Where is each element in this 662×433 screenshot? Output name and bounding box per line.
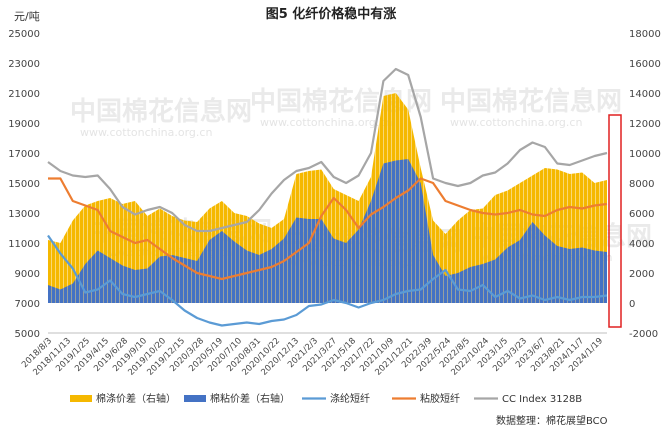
right-tick-label: 10000 — [629, 149, 661, 160]
watermark-url: www.cottonchina.org.cn — [450, 116, 582, 129]
left-tick-label: 13000 — [8, 209, 40, 220]
left-tick-label: 21000 — [8, 89, 40, 100]
right-tick-label: 2000 — [629, 269, 654, 280]
cotton-polyester-spread-area — [48, 93, 607, 303]
legend-viscose-staple: 粘胶短纤 — [392, 392, 460, 405]
chart-title: 图5 化纤价格稳中有涨 — [266, 6, 397, 22]
highlight-box — [608, 114, 622, 328]
right-tick-label: 16000 — [629, 59, 661, 70]
legend-label: 涤纶短纤 — [330, 392, 370, 405]
right-tick-label: 4000 — [629, 239, 654, 250]
watermark-url: www.cottonchina.org.cn — [260, 116, 392, 129]
legend-label: 粘胶短纤 — [420, 392, 460, 405]
left-tick-label: 25000 — [8, 29, 40, 40]
left-tick-label: 19000 — [8, 119, 40, 130]
watermark-url: www.cottonchina.org.cn — [80, 126, 212, 139]
legend-cc-index: CC Index 3128B — [474, 394, 582, 405]
left-tick-label: 17000 — [8, 149, 40, 160]
legend-cotton-viscose: 棉粘价差（右轴） — [184, 392, 290, 405]
left-tick-label: 7000 — [15, 299, 40, 310]
legend-swatch — [70, 395, 92, 402]
right-axis: -2000 0 2000 4000 6000 8000 10000 12000 14000 160… — [629, 29, 661, 340]
legend-cotton-polyester: 棉涤价差（右轴） — [70, 392, 176, 405]
watermark-text: 中国棉花信息网 — [70, 96, 252, 127]
right-tick-label: 6000 — [629, 209, 654, 220]
left-tick-label: 23000 — [8, 59, 40, 70]
source-note: 数据整理：棉花展望BCO — [496, 414, 608, 427]
polyester-staple-line — [47, 234, 608, 327]
legend-label: 棉涤价差（右轴） — [96, 392, 176, 405]
right-tick-label: -2000 — [629, 329, 658, 340]
left-tick-label: 5000 — [15, 329, 40, 340]
left-axis: 5000 7000 9000 11000 13000 15000 17000 19000 210… — [8, 29, 40, 340]
left-tick-label: 11000 — [8, 239, 40, 250]
left-axis-unit: 元/吨 — [14, 10, 40, 23]
viscose-staple-line — [48, 177, 608, 281]
legend: 棉涤价差（右轴） 棉粘价差（右轴） 涤纶短纤 粘胶短纤 CC Index 3128B — [70, 392, 582, 405]
right-tick-label: 18000 — [629, 29, 661, 40]
right-tick-label: 12000 — [629, 119, 661, 130]
line-series-group — [47, 67, 608, 327]
left-tick-label: 15000 — [8, 179, 40, 190]
right-tick-label: 0 — [629, 299, 635, 310]
right-tick-label: 8000 — [629, 179, 654, 190]
legend-label: 棉粘价差（右轴） — [210, 392, 290, 405]
right-tick-label: 14000 — [629, 89, 661, 100]
legend-swatch — [184, 395, 206, 402]
cc-index-line — [47, 67, 608, 233]
x-axis: 2018/8/32018/11/132019/1/252019/4/152019… — [20, 332, 607, 378]
left-tick-label: 9000 — [15, 269, 40, 280]
legend-label: CC Index 3128B — [502, 394, 582, 405]
watermark-text: 中国棉花信息网 — [440, 86, 622, 117]
legend-polyester-staple: 涤纶短纤 — [302, 392, 370, 405]
